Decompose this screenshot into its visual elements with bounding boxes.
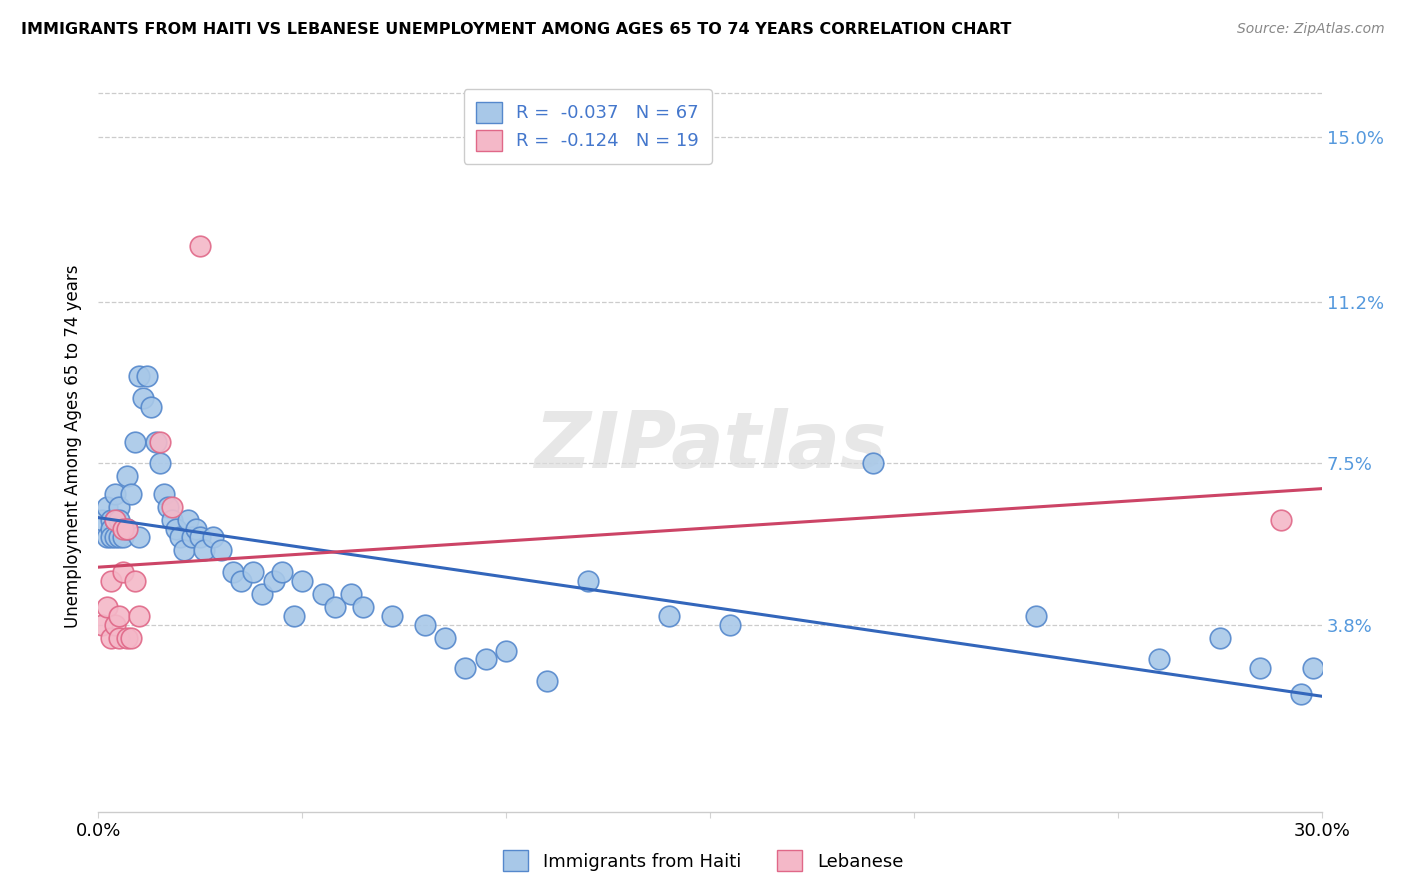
Point [128, 608, 150, 623]
Point [104, 513, 127, 527]
Point [120, 631, 142, 645]
Point [128, 369, 150, 384]
Point [108, 631, 131, 645]
Point [152, 487, 174, 501]
Point [108, 608, 131, 623]
Point [323, 600, 346, 615]
Point [111, 522, 134, 536]
Point [862, 457, 884, 471]
Point [145, 434, 167, 449]
Text: ZIPatlas: ZIPatlas [534, 408, 886, 484]
Point [340, 587, 363, 601]
Point [108, 530, 131, 544]
Point [104, 530, 127, 544]
Point [188, 238, 212, 252]
Point [120, 487, 142, 501]
Point [242, 566, 264, 580]
Point [188, 530, 212, 544]
Point [1209, 631, 1232, 645]
Point [209, 543, 232, 558]
Point [91, 513, 114, 527]
Point [100, 513, 122, 527]
Point [291, 574, 314, 588]
Point [193, 543, 215, 558]
Point [413, 617, 436, 632]
Point [186, 522, 208, 536]
Point [100, 522, 122, 536]
Point [108, 513, 131, 527]
Point [160, 500, 183, 514]
Point [96, 500, 118, 514]
Point [1025, 608, 1047, 623]
Y-axis label: Unemployment Among Ages 65 to 74 years: Unemployment Among Ages 65 to 74 years [65, 264, 83, 628]
Point [115, 469, 138, 483]
Point [536, 674, 558, 689]
Point [181, 530, 204, 544]
Point [1302, 661, 1324, 675]
Point [250, 587, 273, 601]
Point [111, 522, 134, 536]
Text: Source: ZipAtlas.com: Source: ZipAtlas.com [1237, 22, 1385, 37]
Point [104, 513, 127, 527]
Point [454, 661, 477, 675]
Point [231, 574, 253, 588]
Point [115, 522, 138, 536]
Point [91, 617, 114, 632]
Point [312, 587, 335, 601]
Point [283, 608, 305, 623]
Point [1270, 513, 1292, 527]
Point [165, 522, 187, 536]
Legend: Immigrants from Haiti, Lebanese: Immigrants from Haiti, Lebanese [496, 843, 910, 879]
Point [352, 600, 374, 615]
Point [173, 543, 195, 558]
Point [132, 391, 155, 405]
Point [111, 530, 134, 544]
Legend: R =  -0.037   N = 67, R =  -0.124   N = 19: R = -0.037 N = 67, R = -0.124 N = 19 [464, 89, 711, 163]
Point [169, 530, 191, 544]
Point [104, 487, 127, 501]
Point [1249, 661, 1271, 675]
Point [136, 369, 159, 384]
Point [115, 631, 138, 645]
Point [1291, 687, 1313, 701]
Point [1147, 652, 1170, 666]
Point [100, 530, 122, 544]
Point [177, 513, 200, 527]
Point [381, 608, 404, 623]
Point [124, 434, 146, 449]
Point [222, 566, 245, 580]
Point [96, 600, 118, 615]
Point [111, 566, 134, 580]
Point [576, 574, 599, 588]
Point [115, 522, 138, 536]
Point [100, 631, 122, 645]
Point [100, 574, 122, 588]
Point [495, 643, 517, 657]
Point [149, 457, 172, 471]
Point [160, 513, 183, 527]
Point [104, 617, 127, 632]
Point [141, 400, 163, 414]
Point [270, 566, 294, 580]
Point [108, 500, 131, 514]
Point [658, 608, 681, 623]
Point [718, 617, 742, 632]
Point [263, 574, 285, 588]
Text: IMMIGRANTS FROM HAITI VS LEBANESE UNEMPLOYMENT AMONG AGES 65 TO 74 YEARS CORRELA: IMMIGRANTS FROM HAITI VS LEBANESE UNEMPL… [21, 22, 1011, 37]
Point [128, 530, 150, 544]
Point [156, 500, 179, 514]
Point [474, 652, 498, 666]
Point [201, 530, 224, 544]
Point [124, 574, 146, 588]
Point [96, 530, 118, 544]
Point [434, 631, 457, 645]
Point [149, 434, 172, 449]
